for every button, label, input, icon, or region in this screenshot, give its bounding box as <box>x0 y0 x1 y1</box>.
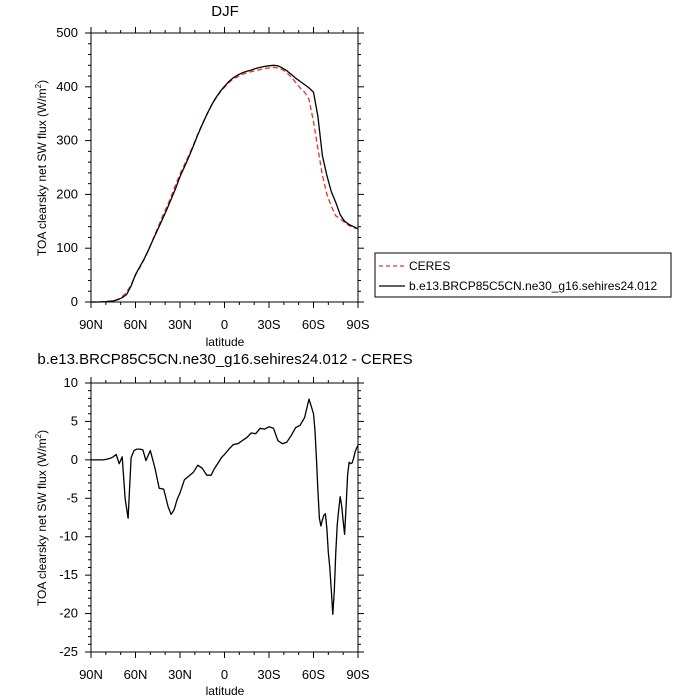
plot-frame <box>90 32 359 303</box>
x-axis: 90N 60N 30N 0 30S 60S 90S <box>79 377 370 682</box>
series-line-model <box>91 64 359 303</box>
y-axis-label: TOA clearsky net SW flux (W/m2) <box>34 80 49 256</box>
y-tick-label: 5 <box>71 413 78 428</box>
y-axis: -25 -20 -15 -10 -5 0 5 10 <box>59 375 364 659</box>
x-tick-label: 60N <box>124 667 148 682</box>
y-tick-label: 100 <box>56 240 78 255</box>
y-axis-label-superscript: 2 <box>34 433 43 438</box>
y-tick-label: 400 <box>56 79 78 94</box>
y-tick-label: -20 <box>59 606 78 621</box>
chart-title: b.e13.BRCP85C5CN.ne30_g16.sehires24.012 … <box>37 351 412 368</box>
x-tick-label: 30S <box>257 667 280 682</box>
series-line-difference <box>91 398 359 615</box>
y-axis-label-close: ) <box>35 430 49 434</box>
y-tick-label: 0 <box>71 452 78 467</box>
y-tick-label: -10 <box>59 529 78 544</box>
x-tick-label: 60S <box>302 317 325 332</box>
y-tick-label: 0 <box>71 294 78 309</box>
x-tick-label: 60S <box>302 667 325 682</box>
x-axis-label: latitude <box>206 335 245 349</box>
x-tick-label: 30N <box>168 317 192 332</box>
y-tick-label: -15 <box>59 567 78 582</box>
y-axis-label: TOA clearsky net SW flux (W/m2) <box>34 430 49 606</box>
x-tick-label: 90S <box>346 317 369 332</box>
legend-label-model: b.e13.BRCP85C5CN.ne30_g16.sehires24.012 <box>409 279 657 293</box>
y-tick-label: 200 <box>56 186 78 201</box>
y-axis-label-main: TOA clearsky net SW flux (W/m <box>35 88 49 256</box>
chart-title: DJF <box>211 3 239 20</box>
x-tick-label: 60N <box>124 317 148 332</box>
x-axis: 90N 60N 30N 0 30S 60S 90S <box>79 27 370 332</box>
x-tick-label: 90N <box>79 667 103 682</box>
x-axis-label: latitude <box>206 684 245 698</box>
chart-difference: b.e13.BRCP85C5CN.ne30_g16.sehires24.012 … <box>34 351 413 698</box>
y-axis: 0 100 200 300 400 500 <box>56 25 364 309</box>
x-tick-label: 30N <box>168 667 192 682</box>
series-group <box>91 398 359 615</box>
y-tick-label: -5 <box>66 490 78 505</box>
legend-box <box>374 252 672 298</box>
chart-djf: DJF 0 100 200 300 400 500 90N 60N 30N 0 30S 60S 90S… <box>34 3 672 349</box>
y-tick-label: 10 <box>64 375 78 390</box>
x-tick-label: 90S <box>346 667 369 682</box>
x-tick-label: 30S <box>257 317 280 332</box>
series-group <box>91 64 359 303</box>
plot-frame <box>90 382 359 653</box>
y-tick-label: 500 <box>56 25 78 40</box>
y-axis-label-close: ) <box>35 80 49 84</box>
legend: CERES b.e13.BRCP85C5CN.ne30_g16.sehires2… <box>374 252 672 298</box>
legend-label-ceres: CERES <box>409 259 450 273</box>
y-tick-label: 300 <box>56 133 78 148</box>
y-axis-label-superscript: 2 <box>34 83 43 88</box>
x-tick-label: 0 <box>221 667 228 682</box>
y-axis-label-main: TOA clearsky net SW flux (W/m <box>35 438 49 606</box>
series-line-ceres <box>91 66 359 303</box>
x-tick-label: 0 <box>221 317 228 332</box>
x-tick-label: 90N <box>79 317 103 332</box>
y-tick-label: -25 <box>59 644 78 659</box>
